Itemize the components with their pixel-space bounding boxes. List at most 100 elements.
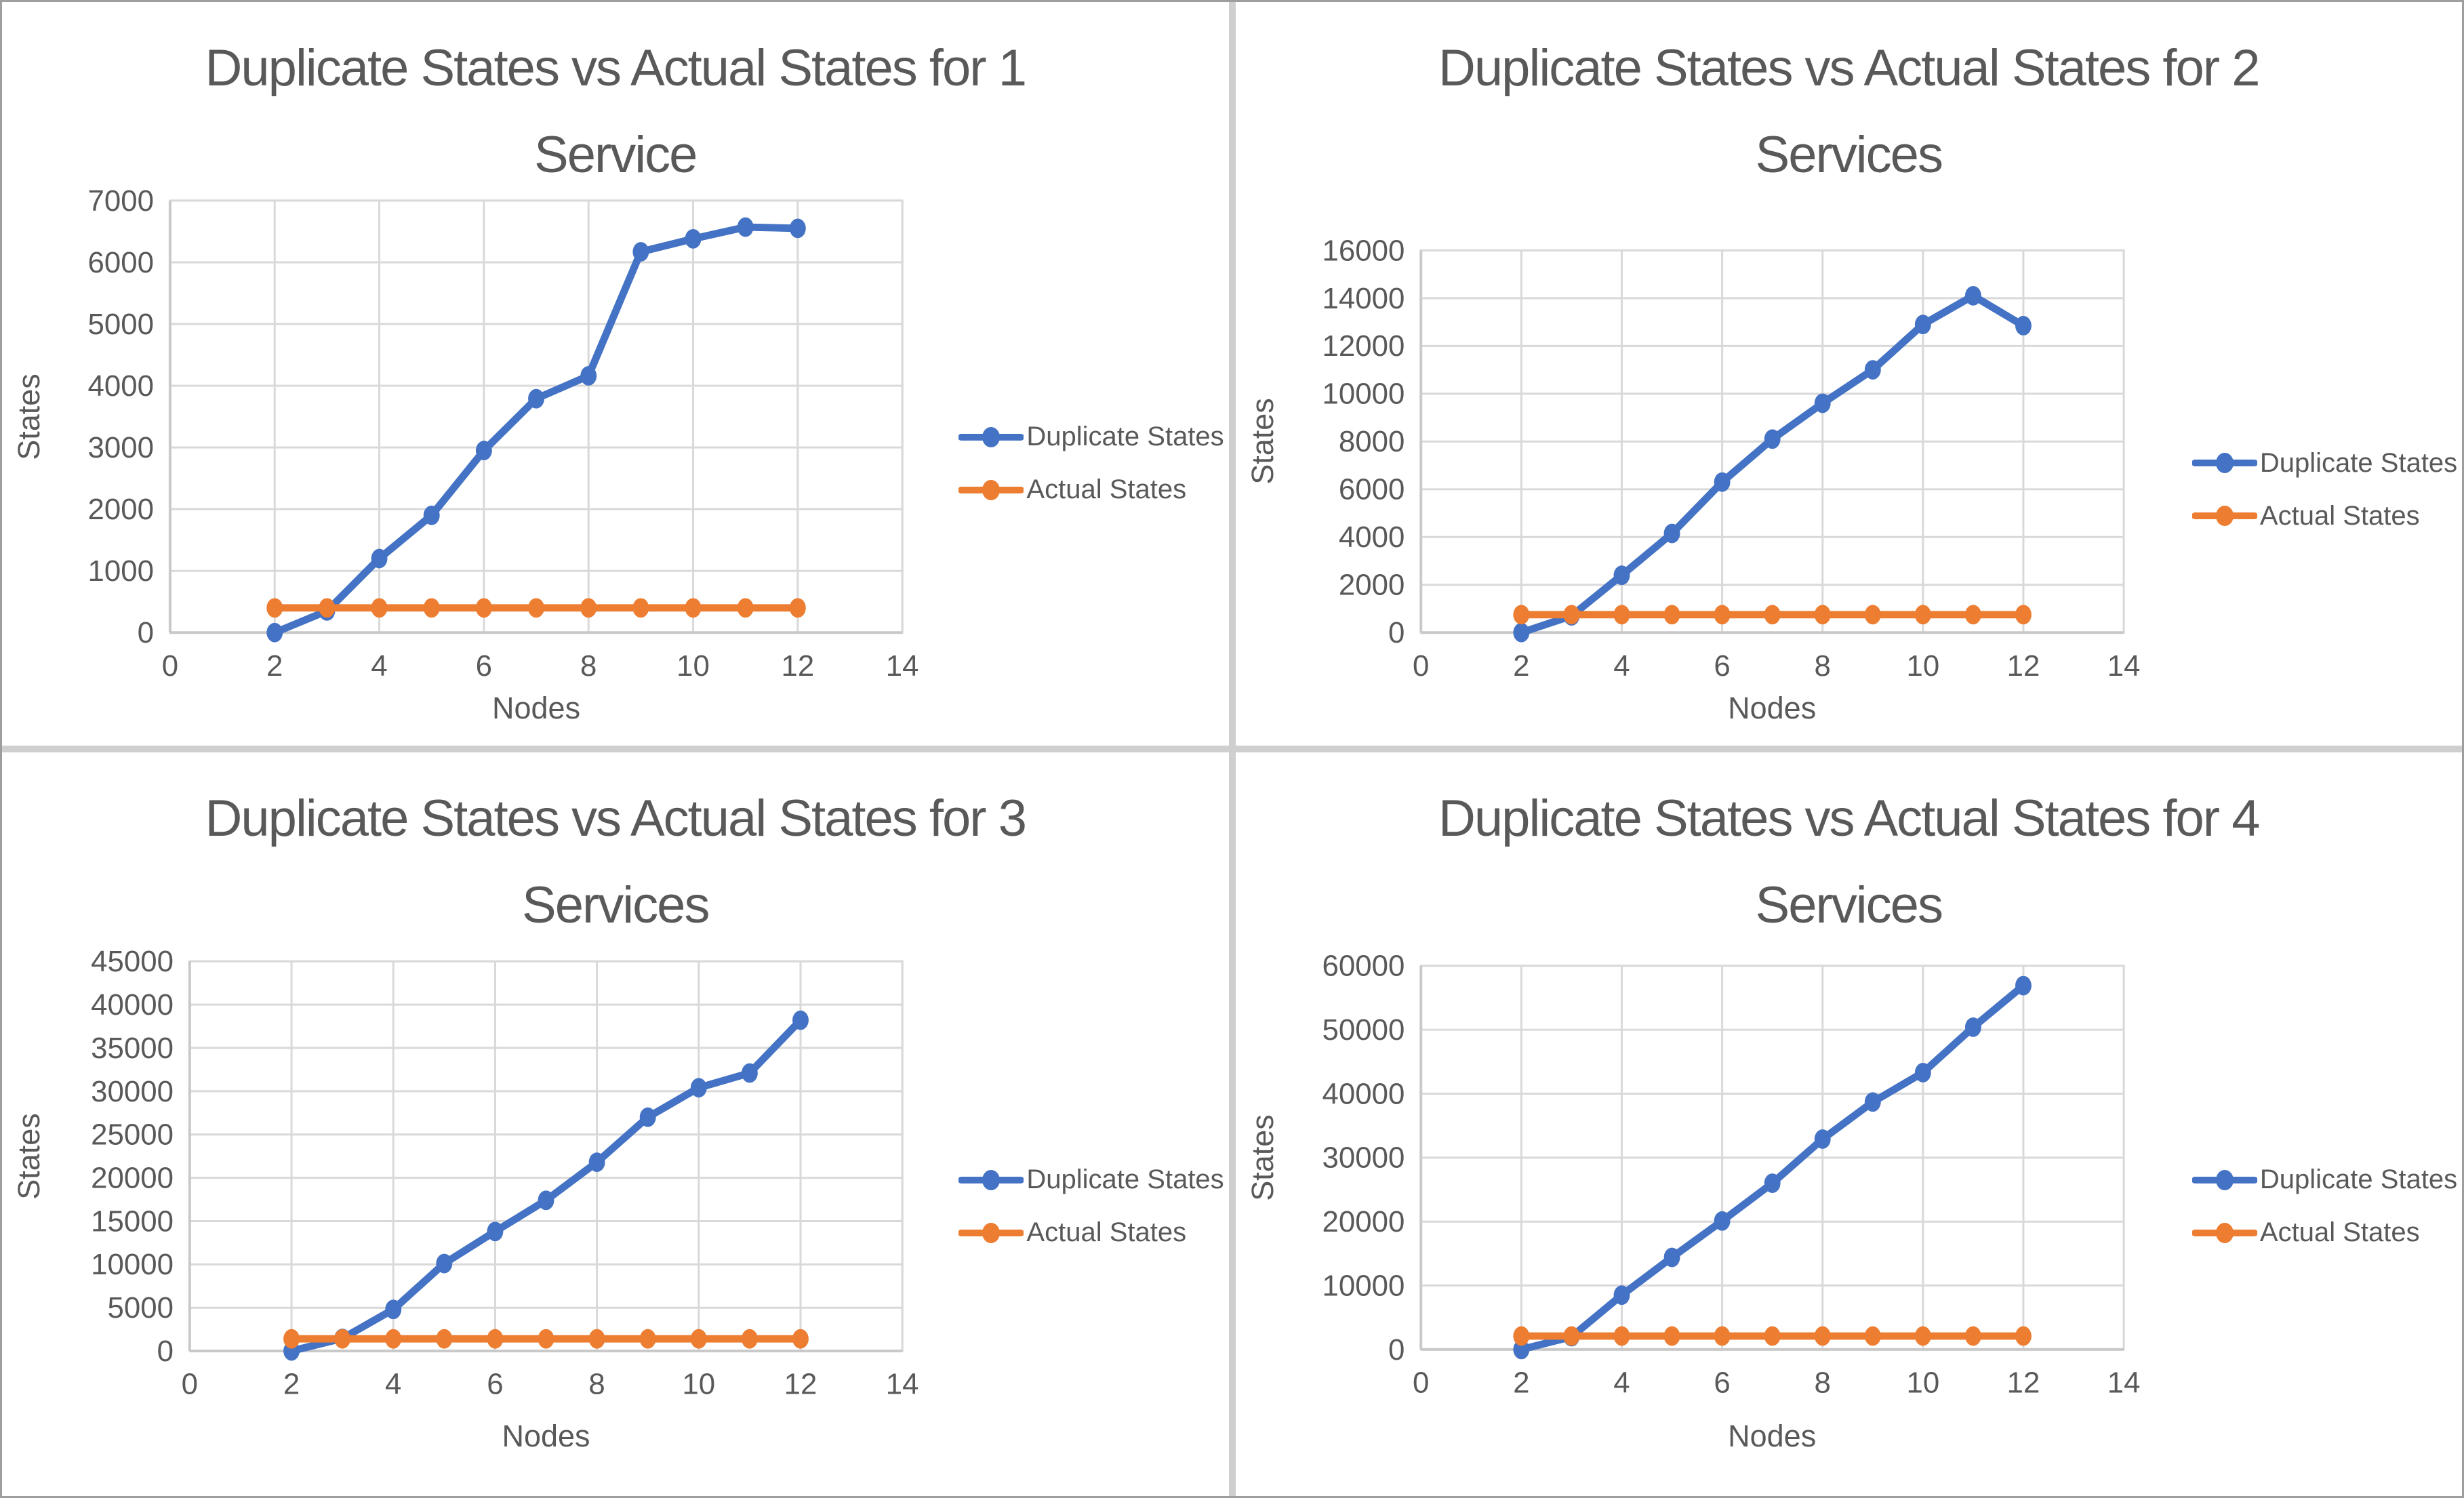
svg-text:6000: 6000	[88, 246, 154, 279]
legend-item-duplicate-states: Duplicate States	[2192, 1165, 2457, 1195]
svg-text:8: 8	[580, 649, 597, 683]
svg-text:2: 2	[266, 649, 283, 683]
svg-text:2: 2	[283, 1368, 300, 1401]
chart-panel-2-services: Duplicate States vs Actual States for 2 …	[1235, 2, 2463, 746]
svg-text:3000: 3000	[88, 431, 154, 464]
legend: Duplicate States Actual States	[2192, 1165, 2457, 1271]
x-axis-title: Nodes	[491, 691, 581, 726]
y-axis-title: States	[12, 1112, 46, 1200]
svg-text:35000: 35000	[91, 1032, 174, 1065]
svg-text:0: 0	[1388, 1333, 1404, 1367]
chart-panel-3-services: Duplicate States vs Actual States for 3 …	[2, 752, 1229, 1496]
svg-text:4000: 4000	[1338, 521, 1404, 554]
svg-text:50000: 50000	[1322, 1013, 1405, 1047]
svg-text:0: 0	[1413, 1366, 1429, 1399]
legend-line-marker-icon	[958, 1169, 1024, 1190]
svg-text:4: 4	[371, 649, 387, 683]
svg-text:14: 14	[886, 649, 919, 683]
svg-text:4: 4	[385, 1368, 401, 1401]
svg-text:12: 12	[784, 1368, 817, 1401]
y-axis-title: States	[1245, 1114, 1280, 1201]
chart-title: Duplicate States vs Actual States for 2 …	[1236, 25, 2463, 199]
svg-text:10: 10	[676, 649, 710, 683]
svg-text:12000: 12000	[1322, 329, 1405, 363]
svg-text:0: 0	[1388, 616, 1404, 649]
svg-text:5000: 5000	[108, 1291, 174, 1324]
svg-text:20000: 20000	[91, 1162, 174, 1195]
chart-title: Duplicate States vs Actual States for 3 …	[2, 775, 1229, 949]
svg-text:8000: 8000	[1338, 425, 1404, 458]
svg-text:8: 8	[588, 1368, 605, 1401]
svg-text:10: 10	[1906, 649, 1939, 683]
legend: Duplicate States Actual States	[958, 1165, 1224, 1271]
legend-item-actual-states: Actual States	[958, 1217, 1224, 1248]
svg-text:0: 0	[138, 616, 154, 649]
legend-label: Actual States	[2259, 500, 2420, 531]
chart-title-line2: Services	[1755, 876, 1943, 934]
y-axis-title: States	[12, 373, 46, 460]
legend-line-marker-icon	[2192, 453, 2257, 474]
svg-text:6: 6	[487, 1368, 503, 1401]
svg-text:40000: 40000	[91, 988, 174, 1021]
svg-text:5000: 5000	[88, 308, 154, 341]
legend-item-duplicate-states: Duplicate States	[958, 422, 1224, 452]
svg-text:2000: 2000	[1338, 569, 1404, 602]
chart-title-line1: Duplicate States vs Actual States for 1	[205, 39, 1027, 97]
x-axis-title: Nodes	[1728, 691, 1817, 726]
svg-text:14: 14	[2107, 1366, 2140, 1399]
svg-text:15000: 15000	[91, 1205, 174, 1238]
legend: Duplicate States Actual States	[958, 422, 1224, 528]
plot-area: 0 2000 4000 6000 8000 10000 12000 14000 16000 0 2 4…	[1322, 234, 2140, 683]
plot-area: 0 10000 20000 30000 40000 50000 60000 0 2 4 6 8 10 12…	[1322, 950, 2140, 1400]
svg-text:14: 14	[886, 1368, 919, 1401]
chart-title-line1: Duplicate States vs Actual States for 2	[1438, 39, 2260, 97]
chart-title-line2: Services	[522, 876, 710, 934]
svg-text:10000: 10000	[1322, 1270, 1405, 1303]
svg-text:4000: 4000	[88, 369, 154, 403]
legend-line-marker-icon	[2192, 1169, 2257, 1190]
legend-line-marker-icon	[958, 479, 1024, 500]
svg-text:2: 2	[1513, 649, 1529, 683]
svg-text:0: 0	[182, 1368, 198, 1401]
svg-text:16000: 16000	[1322, 234, 1405, 267]
svg-text:2: 2	[1513, 1366, 1529, 1399]
svg-text:10: 10	[682, 1368, 715, 1401]
chart-title-line1: Duplicate States vs Actual States for 3	[205, 790, 1027, 847]
svg-text:4: 4	[1613, 1366, 1630, 1399]
svg-text:4: 4	[1613, 649, 1630, 683]
legend-line-marker-icon	[2192, 1222, 2257, 1243]
svg-text:2000: 2000	[88, 493, 154, 526]
x-axis-title: Nodes	[1728, 1419, 1817, 1454]
legend-line-marker-icon	[2192, 506, 2257, 527]
svg-text:10000: 10000	[91, 1248, 174, 1281]
svg-text:0: 0	[1413, 649, 1429, 683]
legend-item-actual-states: Actual States	[2192, 501, 2457, 531]
svg-text:10000: 10000	[1322, 378, 1405, 411]
svg-text:30000: 30000	[91, 1075, 174, 1108]
legend-label: Duplicate States	[1026, 1165, 1224, 1195]
legend-item-actual-states: Actual States	[958, 474, 1224, 505]
chart-panel-1-service: Duplicate States vs Actual States for 1 …	[2, 2, 1229, 746]
svg-text:45000: 45000	[91, 945, 174, 978]
svg-text:6: 6	[476, 649, 492, 683]
svg-text:20000: 20000	[1322, 1205, 1405, 1238]
svg-text:12: 12	[781, 649, 814, 683]
svg-text:14: 14	[2107, 649, 2140, 683]
svg-text:40000: 40000	[1322, 1077, 1405, 1110]
svg-text:0: 0	[162, 649, 178, 683]
svg-text:1000: 1000	[88, 554, 154, 588]
legend-label: Duplicate States	[2259, 447, 2458, 478]
legend-item-actual-states: Actual States	[2192, 1217, 2457, 1248]
svg-text:0: 0	[157, 1335, 174, 1368]
y-axis-title: States	[1245, 398, 1280, 485]
legend-item-duplicate-states: Duplicate States	[2192, 448, 2457, 478]
svg-text:12: 12	[2006, 1366, 2040, 1399]
legend-label: Actual States	[2259, 1217, 2420, 1248]
plot-area: 0 5000 10000 15000 20000 25000 30000 35000 40000…	[91, 945, 919, 1401]
chart-title-line2: Services	[1755, 126, 1943, 184]
svg-text:60000: 60000	[1322, 950, 1405, 983]
svg-text:6: 6	[1714, 1366, 1730, 1399]
svg-text:25000: 25000	[91, 1118, 174, 1152]
chart-title-line1: Duplicate States vs Actual States for 4	[1438, 790, 2260, 847]
